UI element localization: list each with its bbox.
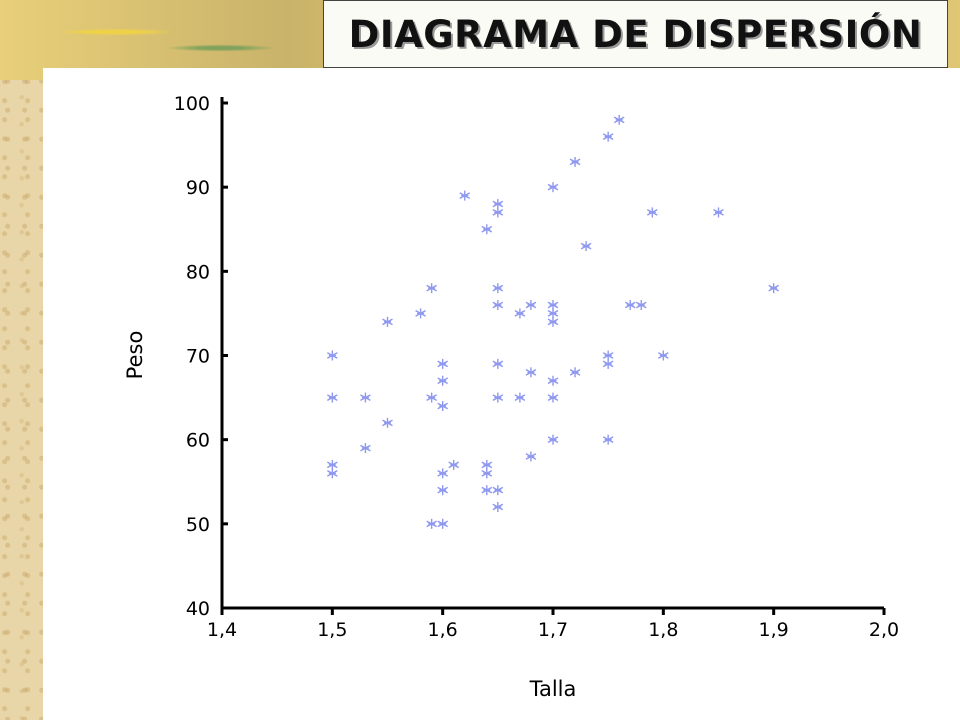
data-point — [525, 451, 537, 462]
data-point — [569, 156, 581, 167]
data-point — [547, 375, 559, 386]
data-point — [326, 350, 338, 361]
y-tick-label: 90 — [186, 177, 210, 199]
data-point — [437, 518, 449, 529]
chart-axes — [220, 97, 884, 610]
data-point — [382, 316, 393, 327]
title-box: DIAGRAMA DE DISPERSIÓN — [323, 0, 948, 68]
data-point — [492, 502, 504, 512]
data-point — [326, 392, 338, 403]
data-point — [569, 367, 581, 378]
data-point — [602, 434, 614, 445]
data-point — [580, 241, 592, 252]
data-point — [525, 300, 537, 310]
slide-title: DIAGRAMA DE DISPERSIÓN — [348, 12, 923, 56]
x-tick-label: 1,4 — [207, 619, 237, 641]
data-point — [426, 518, 437, 529]
data-point — [492, 485, 504, 496]
data-point — [326, 459, 338, 470]
data-point — [547, 308, 559, 319]
data-point — [547, 392, 559, 403]
x-tick-label: 1,6 — [428, 619, 458, 641]
chart-ticks: 40 50 60 70 80 90 100 1,4 1,5 1,6 1,7 1,8 1,9 2,0 — [174, 93, 899, 641]
data-point — [481, 459, 493, 470]
x-tick-label: 2,0 — [869, 619, 899, 641]
data-point — [525, 367, 537, 378]
data-point — [492, 199, 504, 209]
data-point — [481, 468, 493, 479]
y-tick-label: 100 — [174, 93, 210, 115]
data-point — [415, 308, 426, 319]
data-point — [481, 485, 493, 496]
data-point — [426, 283, 437, 294]
chart-points — [326, 114, 780, 529]
data-point — [514, 308, 526, 319]
data-point — [602, 131, 614, 142]
y-tick-label: 50 — [186, 514, 210, 536]
data-point — [382, 417, 393, 428]
data-point — [602, 358, 614, 369]
data-point — [459, 190, 471, 201]
data-point — [492, 300, 504, 310]
data-point — [481, 224, 493, 235]
data-point — [768, 283, 780, 294]
data-point — [492, 392, 504, 403]
data-point — [547, 316, 559, 327]
y-axis-title: Peso — [123, 331, 147, 380]
y-tick-label: 80 — [186, 261, 210, 283]
data-point — [635, 300, 647, 310]
y-tick-label: 40 — [186, 598, 210, 620]
y-tick-label: 60 — [186, 430, 210, 452]
data-point — [613, 114, 625, 125]
x-tick-label: 1,8 — [648, 619, 678, 641]
data-point — [547, 182, 559, 193]
data-point — [657, 350, 669, 361]
y-tick-label: 70 — [186, 346, 210, 368]
data-point — [360, 392, 371, 403]
data-point — [448, 459, 460, 470]
plot-panel — [43, 68, 960, 720]
data-point — [492, 283, 504, 294]
data-point — [437, 358, 449, 369]
data-point — [437, 468, 449, 479]
decorative-strip — [918, 80, 940, 122]
data-point — [437, 375, 449, 386]
x-tick-label: 1,5 — [317, 619, 347, 641]
data-point — [624, 300, 636, 310]
x-axis-title: Talla — [529, 677, 577, 701]
data-point — [547, 434, 559, 445]
data-point — [547, 300, 559, 310]
x-tick-label: 1,7 — [538, 619, 568, 641]
data-point — [646, 207, 658, 218]
data-point — [360, 443, 371, 454]
data-point — [492, 358, 504, 369]
data-point — [437, 485, 449, 496]
data-point — [426, 392, 437, 403]
data-point — [492, 207, 504, 218]
data-point — [437, 401, 449, 411]
data-point — [326, 468, 338, 479]
data-point — [514, 392, 526, 403]
x-tick-label: 1,9 — [759, 619, 789, 641]
data-point — [713, 207, 724, 218]
data-point — [602, 350, 614, 361]
